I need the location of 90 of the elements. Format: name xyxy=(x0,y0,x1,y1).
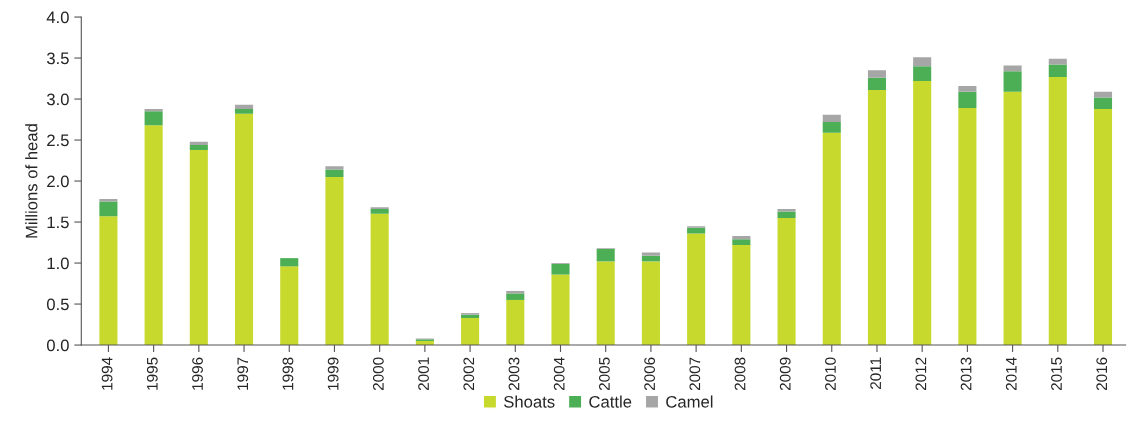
bar xyxy=(370,213,389,346)
bar xyxy=(235,104,254,109)
bar xyxy=(280,266,299,346)
bar xyxy=(370,208,389,214)
bar xyxy=(867,70,887,78)
bar xyxy=(1093,108,1113,346)
bar xyxy=(144,111,163,126)
y-tick-label: 3.0 xyxy=(46,93,69,106)
x-tick-label: 1997 xyxy=(237,357,249,390)
legend-label: Camel xyxy=(666,395,713,408)
bar xyxy=(732,235,751,240)
bar xyxy=(189,149,208,346)
bar xyxy=(325,176,344,346)
bar xyxy=(867,77,887,91)
x-tick-label: 2006 xyxy=(644,357,656,391)
bar xyxy=(1003,91,1022,346)
y-tick-label: 0.5 xyxy=(46,298,69,311)
bar xyxy=(189,141,208,145)
y-axis-title: Millions of head xyxy=(25,124,38,238)
x-tick-label: 2009 xyxy=(779,357,791,391)
bar xyxy=(551,274,570,346)
x-tick-label: 2012 xyxy=(915,357,927,391)
bar xyxy=(958,108,977,346)
bar xyxy=(641,261,660,346)
x-tick-label: 2000 xyxy=(372,357,384,391)
bar xyxy=(99,199,118,202)
bar xyxy=(506,293,525,300)
bar xyxy=(461,318,480,346)
x-tick-label: 2003 xyxy=(508,357,520,391)
bar xyxy=(732,239,751,246)
bar xyxy=(1003,71,1022,92)
bar xyxy=(325,166,344,170)
x-tick-label: 1995 xyxy=(146,357,158,390)
x-tick-label: 2015 xyxy=(1051,357,1062,391)
bar xyxy=(99,216,118,346)
x-tick-label: 1996 xyxy=(192,357,203,390)
bar xyxy=(913,66,932,81)
bar xyxy=(867,90,887,346)
bar xyxy=(235,108,254,114)
y-tick-label: 2.0 xyxy=(47,175,69,188)
x-tick-label: 2016 xyxy=(1096,357,1108,391)
x-tick-label: 1998 xyxy=(282,357,294,390)
x-tick-label: 2004 xyxy=(553,357,565,391)
bar xyxy=(958,91,977,109)
y-tick-label: 2.5 xyxy=(47,134,69,147)
bar xyxy=(913,81,932,346)
bar xyxy=(325,169,344,177)
x-tick-label: 2007 xyxy=(689,357,701,391)
bar xyxy=(144,125,163,346)
x-tick-label: 2008 xyxy=(734,357,746,391)
x-tick-label: 2013 xyxy=(960,357,972,391)
bar xyxy=(506,299,525,346)
bar xyxy=(958,85,977,92)
x-tick-label: 1999 xyxy=(327,357,339,390)
legend-label: Shoats xyxy=(504,395,555,408)
x-tick-label: 2002 xyxy=(463,357,475,391)
bar xyxy=(189,144,208,150)
x-tick-label: 2010 xyxy=(825,357,836,391)
y-tick-label: 0.0 xyxy=(46,339,69,352)
bar xyxy=(235,113,254,346)
bar xyxy=(1048,64,1067,77)
legend-label: Cattle xyxy=(589,395,632,408)
y-tick-label: 1.0 xyxy=(47,257,69,270)
bar xyxy=(777,217,796,346)
x-tick-label: 1994 xyxy=(101,357,113,390)
bar xyxy=(913,57,932,67)
x-tick-label: 2005 xyxy=(598,357,610,391)
y-tick-label: 3.5 xyxy=(46,52,69,65)
bar xyxy=(822,122,841,133)
bar xyxy=(1048,58,1067,65)
bar xyxy=(596,261,615,346)
y-tick-label: 1.5 xyxy=(47,216,69,229)
bar xyxy=(1093,97,1113,109)
bar xyxy=(822,114,841,123)
bar xyxy=(641,252,660,256)
bar xyxy=(687,233,706,346)
bar xyxy=(99,201,118,217)
bar xyxy=(1003,65,1022,72)
bar xyxy=(551,263,570,275)
bar xyxy=(732,245,751,346)
y-tick-label: 4.0 xyxy=(46,11,69,24)
x-tick-label: 2001 xyxy=(418,357,429,391)
x-tick-label: 2014 xyxy=(1005,357,1017,391)
bar xyxy=(687,227,706,234)
bar xyxy=(822,132,841,346)
bar xyxy=(1048,76,1067,346)
bar xyxy=(777,211,796,218)
x-tick-label: 2011 xyxy=(870,357,882,389)
bar xyxy=(596,249,615,262)
bar xyxy=(280,258,299,267)
